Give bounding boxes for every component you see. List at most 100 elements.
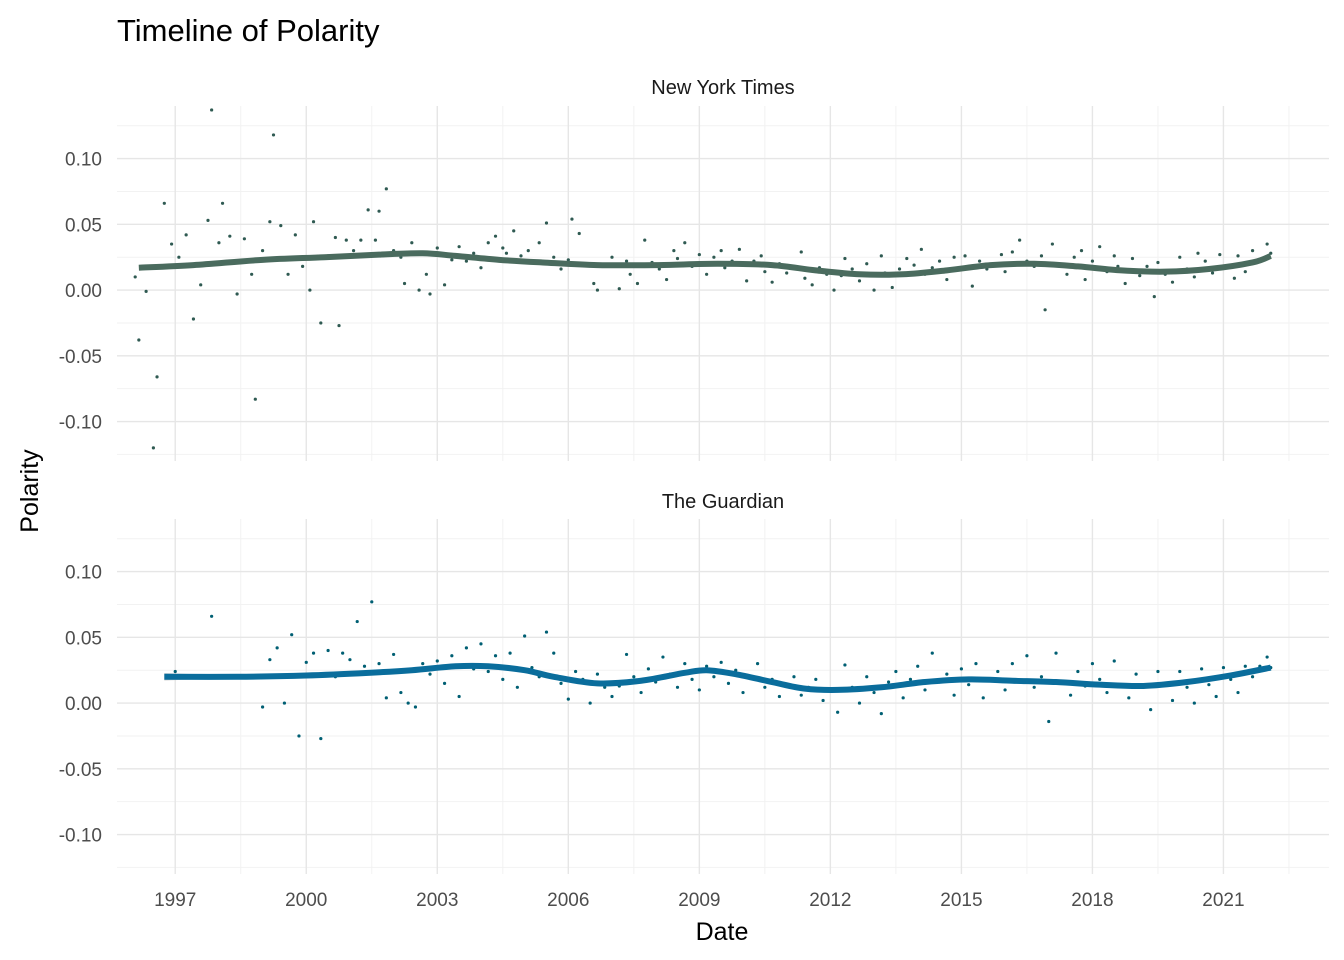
data-point — [377, 209, 381, 213]
data-point — [996, 669, 1000, 674]
data-point — [271, 133, 276, 137]
data-point — [952, 693, 956, 697]
data-point — [217, 241, 221, 245]
data-point — [359, 238, 363, 242]
data-point — [1149, 708, 1153, 712]
data-point — [683, 241, 687, 245]
data-point — [959, 667, 963, 671]
data-point — [937, 259, 942, 263]
data-point — [406, 701, 410, 705]
data-point — [417, 288, 421, 292]
data-point — [319, 321, 323, 325]
data-point — [624, 259, 629, 263]
data-point — [450, 258, 454, 262]
data-point — [1134, 672, 1138, 676]
data-point — [832, 288, 836, 292]
data-point — [1236, 254, 1240, 258]
data-point — [792, 675, 796, 679]
data-point — [646, 667, 650, 671]
data-point — [1170, 280, 1175, 284]
data-point — [1039, 675, 1044, 679]
data-point — [206, 218, 210, 222]
data-point — [697, 252, 701, 257]
data-point — [1079, 249, 1084, 253]
data-point — [1265, 655, 1269, 659]
data-point — [970, 284, 974, 288]
data-point — [672, 249, 676, 253]
data-point — [1068, 693, 1073, 697]
data-point — [628, 272, 632, 276]
y-tick-label: 0.05 — [65, 215, 102, 236]
data-point — [512, 229, 516, 233]
data-point — [392, 652, 396, 657]
data-point — [399, 690, 403, 695]
data-point — [442, 681, 447, 685]
x-tick-label: 2021 — [1202, 890, 1244, 911]
data-point — [1178, 255, 1182, 259]
data-point — [836, 710, 840, 714]
data-point — [1123, 281, 1127, 286]
data-point — [879, 711, 883, 716]
data-point — [413, 705, 418, 709]
data-point — [1127, 696, 1131, 700]
data-point — [1090, 662, 1095, 666]
y-tick-label: -0.05 — [59, 347, 102, 368]
data-point — [530, 665, 534, 670]
data-point — [184, 233, 188, 237]
data-point — [464, 646, 469, 650]
data-point — [675, 256, 680, 261]
data-point — [428, 292, 432, 296]
data-point — [1072, 255, 1076, 259]
data-point — [351, 249, 356, 253]
data-point — [916, 664, 920, 668]
data-point — [162, 201, 166, 205]
data-point — [1214, 694, 1218, 699]
data-point — [810, 283, 814, 287]
y-tick-label: -0.05 — [59, 760, 102, 781]
data-point — [210, 108, 214, 112]
data-point — [301, 264, 305, 269]
data-point — [435, 246, 439, 250]
data-point — [486, 241, 490, 245]
data-point — [705, 664, 709, 668]
data-point — [821, 698, 825, 703]
data-point — [723, 266, 727, 270]
data-point — [595, 672, 600, 676]
data-point — [523, 634, 527, 638]
data-point — [1025, 654, 1029, 658]
data-point — [967, 683, 971, 687]
data-point — [697, 688, 701, 692]
x-tick-label: 2015 — [940, 890, 982, 911]
data-point — [268, 220, 272, 224]
data-point — [1192, 701, 1196, 705]
data-point — [1210, 271, 1215, 275]
data-point — [1112, 659, 1116, 663]
data-point — [508, 651, 512, 655]
data-point — [777, 694, 782, 699]
data-point — [1105, 690, 1109, 695]
data-point — [643, 238, 647, 242]
data-point — [173, 669, 177, 674]
data-point — [151, 446, 155, 450]
data-point — [472, 251, 476, 255]
data-point — [610, 255, 614, 259]
data-point — [843, 663, 847, 667]
x-tick-label: 2003 — [416, 890, 458, 911]
data-point — [442, 283, 447, 287]
data-point — [799, 250, 803, 254]
data-point — [348, 658, 352, 662]
data-point — [595, 288, 600, 292]
smooth-trend-line — [164, 662, 1272, 693]
data-point — [930, 651, 934, 655]
data-point — [344, 238, 348, 242]
data-point — [1232, 276, 1236, 280]
data-point — [945, 277, 949, 282]
data-point — [384, 696, 388, 700]
data-point — [1145, 264, 1149, 269]
data-point — [275, 646, 279, 650]
data-point — [974, 662, 978, 666]
data-point — [785, 271, 789, 275]
data-point — [260, 705, 265, 709]
data-point — [424, 272, 428, 276]
data-point — [544, 221, 549, 225]
